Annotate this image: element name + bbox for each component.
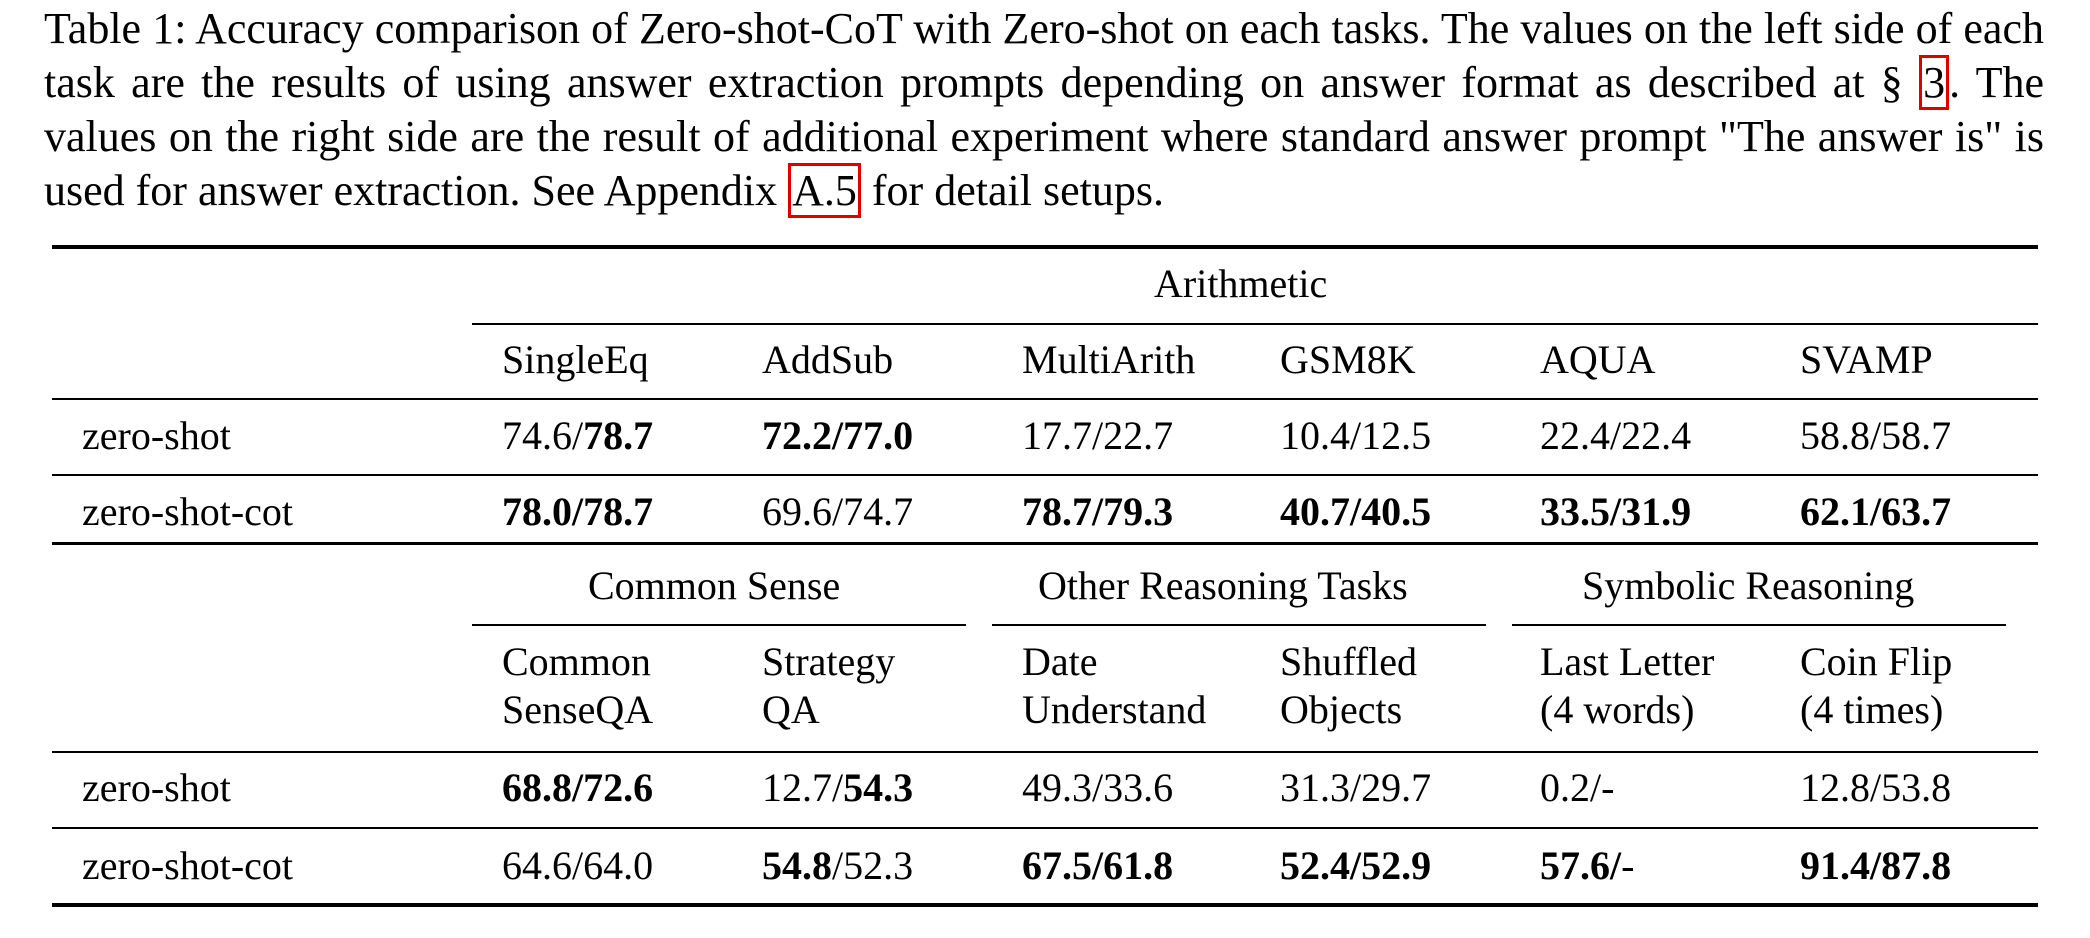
table-caption: Table 1: Accuracy comparison of Zero-sho…	[44, 2, 2044, 218]
table-cell: 58.8/58.7	[1800, 413, 1952, 458]
table-cell: 62.1/63.7	[1800, 489, 1952, 534]
column-header-line: (4 words)	[1540, 687, 1695, 732]
table-cell: 78.0/78.7	[502, 489, 654, 534]
table-cell: 68.8/72.6	[502, 765, 654, 810]
symbolic-reasoning-group-rule	[1512, 624, 2006, 626]
column-header: Common SenseQA	[502, 638, 653, 734]
table-cell: 40.7/40.5	[1280, 489, 1432, 534]
caption-text: for detail setups.	[860, 166, 1164, 215]
column-header: Shuffled Objects	[1280, 638, 1417, 734]
table-top-rule	[52, 245, 2038, 249]
table-cell: 64.6/64.0	[502, 843, 654, 888]
table-bottom-rule	[52, 903, 2038, 907]
table-cell: 12.7/54.3	[762, 764, 913, 812]
table-cell: 72.2/77.0	[762, 413, 914, 458]
column-header-line: Coin Flip	[1800, 639, 1953, 684]
cell-value-best: 57.6/	[1540, 843, 1622, 888]
header-rule	[52, 751, 2038, 753]
section-reference-link[interactable]: 3	[1919, 55, 1950, 110]
column-header: Last Letter (4 words)	[1540, 638, 1714, 734]
table-cell: 67.5/61.8	[1022, 843, 1174, 888]
table-cell: 0.2/-	[1540, 765, 1615, 810]
column-header-line: Last Letter	[1540, 639, 1715, 684]
table-cell: 49.3/33.6	[1022, 765, 1174, 810]
common-sense-group-rule	[472, 624, 966, 626]
row-rule	[52, 474, 2038, 476]
table-cell: 12.8/53.8	[1800, 765, 1952, 810]
column-header: AddSub	[762, 337, 894, 382]
cell-value: -	[1621, 843, 1635, 888]
table-cell: 78.7/79.3	[1022, 489, 1174, 534]
column-header: SVAMP	[1800, 337, 1933, 382]
row-label: zero-shot	[82, 413, 231, 458]
cell-value: 74.6/	[502, 413, 584, 458]
table-cell: 91.4/87.8	[1800, 843, 1952, 888]
table-cell: 57.6/-	[1540, 842, 1634, 890]
group-header-symbolic-reasoning: Symbolic Reasoning	[1582, 563, 1915, 608]
table-cell: 74.6/78.7	[502, 412, 653, 460]
cell-value-best: 54.8	[762, 843, 832, 888]
table-cell: 52.4/52.9	[1280, 843, 1432, 888]
column-header-line: Common	[502, 639, 651, 684]
row-label: zero-shot	[82, 765, 231, 810]
table-cell: 54.8/52.3	[762, 842, 913, 890]
column-header: Coin Flip (4 times)	[1800, 638, 1952, 734]
column-header-line: Strategy	[762, 639, 896, 684]
column-header-line: Date	[1022, 639, 1098, 684]
caption-text: . The values on the right side are the r…	[44, 58, 2044, 215]
group-header-common-sense: Common Sense	[588, 563, 841, 608]
column-header: Strategy QA	[762, 638, 895, 734]
cell-value: /52.3	[832, 843, 914, 888]
table-cell: 22.4/22.4	[1540, 413, 1692, 458]
column-header: MultiArith	[1022, 337, 1196, 382]
column-header: Date Understand	[1022, 638, 1206, 734]
caption-text: Table 1: Accuracy comparison of Zero-sho…	[44, 4, 2044, 107]
column-header-line: QA	[762, 687, 820, 732]
column-header: GSM8K	[1280, 337, 1416, 382]
table-cell: 17.7/22.7	[1022, 413, 1174, 458]
row-label: zero-shot-cot	[82, 489, 294, 534]
column-header-line: Shuffled	[1280, 639, 1418, 684]
column-header-line: Objects	[1280, 687, 1403, 732]
header-rule	[52, 398, 2038, 400]
arithmetic-group-rule	[472, 323, 2038, 325]
group-header-other-reasoning: Other Reasoning Tasks	[1038, 563, 1408, 608]
appendix-reference-link[interactable]: A.5	[788, 163, 861, 218]
other-reasoning-group-rule	[992, 624, 1486, 626]
table-cell: 69.6/74.7	[762, 489, 914, 534]
column-header-line: Understand	[1022, 687, 1207, 732]
row-rule	[52, 827, 2038, 829]
column-header-line: SenseQA	[502, 687, 654, 732]
table-cell: 10.4/12.5	[1280, 413, 1432, 458]
cell-value-best: 54.3	[843, 765, 914, 810]
section-mid-rule	[52, 542, 2038, 545]
column-header: SingleEq	[502, 337, 649, 382]
cell-value: 12.7/	[762, 765, 844, 810]
row-label: zero-shot-cot	[82, 843, 294, 888]
table-cell: 33.5/31.9	[1540, 489, 1692, 534]
column-header: AQUA	[1540, 337, 1656, 382]
column-header-line: (4 times)	[1800, 687, 1944, 732]
cell-value-best: 78.7	[583, 413, 654, 458]
group-header-arithmetic: Arithmetic	[1154, 261, 1328, 306]
table-cell: 31.3/29.7	[1280, 765, 1432, 810]
